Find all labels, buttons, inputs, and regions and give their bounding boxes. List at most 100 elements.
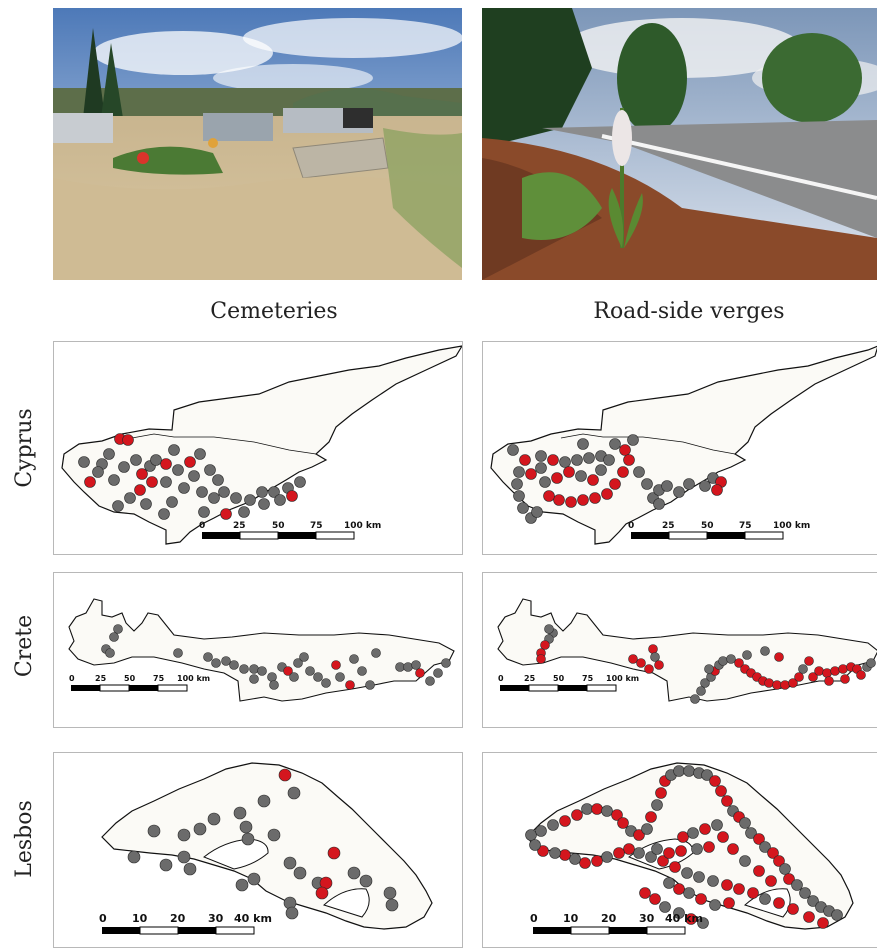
site-marker-gray: [403, 662, 413, 672]
scale-bar: 0 10 20 30 40 km: [530, 912, 703, 935]
site-marker-gray: [112, 500, 124, 512]
scale-tick: 10: [563, 912, 579, 925]
site-marker-gray: [683, 478, 695, 490]
site-marker-gray: [531, 506, 543, 518]
column-title-cemeteries: Cemeteries: [210, 299, 338, 324]
site-marker-gray: [539, 476, 551, 488]
site-marker-red: [699, 823, 711, 835]
site-marker-gray: [601, 851, 613, 863]
site-marker-red: [822, 668, 832, 678]
scale-tick: 25: [233, 521, 246, 531]
site-marker-gray: [267, 828, 281, 842]
site-marker-red: [838, 664, 848, 674]
site-marker-red: [543, 490, 555, 502]
scale-tick: 50: [272, 521, 285, 531]
site-marker-gray: [196, 486, 208, 498]
site-marker-gray: [699, 480, 711, 492]
site-marker-gray: [779, 863, 791, 875]
site-marker-gray: [257, 794, 271, 808]
site-marker-gray: [239, 820, 253, 834]
site-marker-red: [695, 893, 707, 905]
site-marker-gray: [673, 907, 685, 919]
site-marker-gray: [595, 464, 607, 476]
site-marker-gray: [696, 686, 706, 696]
site-marker-gray: [385, 898, 399, 912]
scale-tick: 50: [701, 521, 714, 531]
site-marker-gray: [745, 827, 757, 839]
site-marker-gray: [204, 464, 216, 476]
site-marker-red: [644, 664, 654, 674]
site-marker-gray: [166, 496, 178, 508]
scale-bar: 0 10 20 30 40 km: [99, 912, 272, 935]
site-marker-gray: [194, 448, 206, 460]
scale-tick: 100 km: [773, 521, 810, 531]
site-marker-gray: [92, 466, 104, 478]
site-marker-gray: [113, 624, 123, 634]
site-marker-gray: [244, 494, 256, 506]
site-marker-red: [747, 887, 759, 899]
site-marker-gray: [798, 664, 808, 674]
scale-bar: 0 25 50 75 100 km: [199, 521, 381, 540]
site-marker-red: [547, 454, 559, 466]
site-marker-red: [773, 855, 785, 867]
site-markers: [536, 624, 876, 704]
scale-tick: 100 km: [606, 674, 639, 683]
site-marker-gray: [293, 866, 307, 880]
site-marker-gray: [807, 895, 819, 907]
site-marker-red: [628, 654, 638, 664]
site-marker-gray: [507, 444, 519, 456]
site-marker-red: [723, 897, 735, 909]
site-marker-red: [657, 855, 669, 867]
site-marker-red: [734, 658, 744, 668]
site-marker-gray: [759, 893, 771, 905]
scale-tick: 10: [132, 912, 148, 925]
site-marker-gray: [168, 444, 180, 456]
site-marker-gray: [609, 438, 621, 450]
scale-tick: 0: [99, 912, 107, 925]
site-marker-red: [134, 484, 146, 496]
scale-tick: 75: [582, 674, 594, 683]
site-markers: [525, 765, 843, 929]
scale-tick: 30: [208, 912, 224, 925]
site-marker-gray: [365, 680, 375, 690]
site-marker-red: [345, 680, 355, 690]
site-marker-gray: [759, 841, 771, 853]
site-marker-gray: [704, 664, 714, 674]
site-marker-gray: [173, 648, 183, 658]
site-marker-gray: [229, 660, 239, 670]
site-marker-red: [633, 829, 645, 841]
site-marker-red: [571, 809, 583, 821]
site-marker-red: [648, 644, 658, 654]
scale-tick: 25: [662, 521, 675, 531]
site-marker-gray: [650, 652, 660, 662]
site-marker-gray: [269, 680, 279, 690]
site-marker-red: [283, 666, 293, 676]
scale-tick: 0: [530, 912, 538, 925]
site-marker-red: [645, 811, 657, 823]
site-marker-red: [774, 652, 784, 662]
scale-tick: 30: [639, 912, 655, 925]
site-marker-gray: [159, 858, 173, 872]
site-marker-gray: [549, 847, 561, 859]
site-marker-gray: [799, 887, 811, 899]
site-marker-gray: [239, 664, 249, 674]
scale-tick: 100 km: [344, 521, 381, 531]
site-marker-red: [780, 680, 790, 690]
site-marker-gray: [645, 851, 657, 863]
site-marker-gray: [707, 875, 719, 887]
site-marker-red: [803, 911, 815, 923]
site-marker-red: [553, 494, 565, 506]
site-marker-gray: [193, 822, 207, 836]
column-title-roadside: Road-side verges: [593, 299, 785, 324]
scale-tick: 25: [524, 674, 536, 683]
map-lesbos-roadside: 0 10 20 30 40 km: [482, 752, 877, 948]
row-label-crete: Crete: [12, 614, 37, 678]
site-marker-gray: [150, 454, 162, 466]
site-marker-gray: [673, 486, 685, 498]
scale-tick: 20: [170, 912, 186, 925]
site-marker-gray: [513, 490, 525, 502]
site-marker-gray: [663, 877, 675, 889]
site-marker-red: [753, 833, 765, 845]
site-marker-red: [315, 886, 329, 900]
site-marker-gray: [701, 769, 713, 781]
